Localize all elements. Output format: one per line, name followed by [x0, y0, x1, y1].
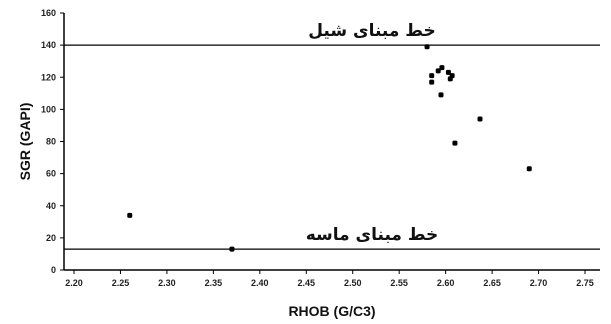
data-point — [447, 76, 453, 82]
shale-baseline-label: خط مبنای شیل — [308, 21, 436, 41]
y-tick-label: 140 — [41, 40, 56, 50]
y-axis-title: SGR (GAPI) — [17, 103, 33, 181]
data-point — [445, 69, 451, 75]
x-tick-label: 2.60 — [437, 278, 455, 288]
y-tick-label: 120 — [41, 72, 56, 82]
y-tick-label: 80 — [46, 137, 56, 147]
x-tick-label: 2.20 — [65, 278, 83, 288]
y-tick-label: 40 — [46, 201, 56, 211]
sand-baseline-label: خط مبنای ماسه — [306, 225, 439, 245]
y-tick-label: 60 — [46, 169, 56, 179]
data-point — [438, 92, 444, 98]
data-point — [435, 68, 441, 74]
x-tick-label: 2.70 — [530, 278, 548, 288]
x-tick-label: 2.30 — [158, 278, 176, 288]
data-point — [424, 44, 430, 50]
y-tick-label: 20 — [46, 233, 56, 243]
data-point — [439, 65, 445, 71]
x-tick-label: 2.75 — [576, 278, 594, 288]
data-point — [429, 79, 435, 85]
x-axis-title: RHOB (G/C3) — [288, 303, 375, 319]
data-point — [477, 116, 483, 122]
x-tick-label: 2.40 — [251, 278, 269, 288]
x-tick-label: 2.35 — [205, 278, 223, 288]
y-tick-label: 160 — [41, 8, 56, 18]
data-point — [127, 212, 133, 218]
x-tick-label: 2.65 — [483, 278, 501, 288]
x-tick-label: 2.45 — [298, 278, 316, 288]
x-tick-label: 2.25 — [112, 278, 130, 288]
y-tick-label: 100 — [41, 104, 56, 114]
x-tick-label: 2.50 — [344, 278, 362, 288]
x-tick-label: 2.55 — [390, 278, 408, 288]
data-point — [452, 140, 458, 146]
data-point — [429, 73, 435, 79]
y-tick-label: 0 — [51, 265, 56, 275]
data-point — [229, 246, 235, 252]
data-point — [526, 166, 532, 172]
